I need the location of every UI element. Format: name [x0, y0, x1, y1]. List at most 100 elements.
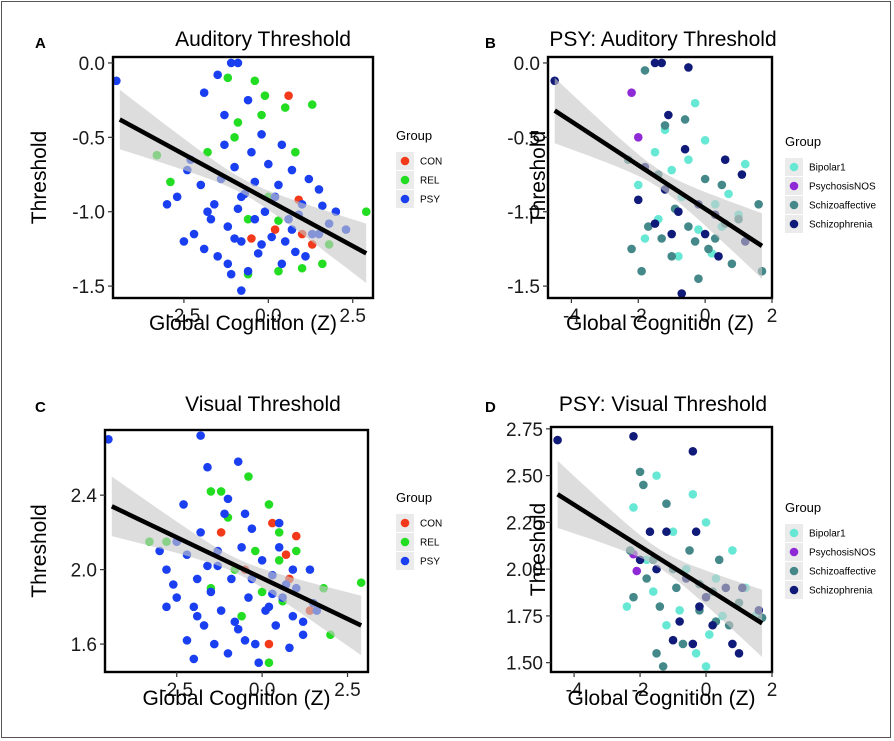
legend-label: CON: [420, 157, 442, 168]
y-tick-label: 2.4: [71, 486, 98, 507]
legend-key-con: [400, 518, 410, 528]
x-tick-label: -2: [630, 306, 647, 327]
data-point: [657, 58, 666, 68]
legend-key-con: [400, 156, 410, 166]
legend-title: Group: [396, 490, 432, 505]
data-point: [724, 189, 733, 199]
data-point: [203, 561, 212, 571]
data-point: [652, 471, 661, 480]
x-tick-label: 2.5: [334, 680, 360, 701]
data-point: [209, 199, 219, 209]
panel-letter: C: [35, 399, 46, 416]
legend-label: Schizoaffective: [809, 201, 877, 212]
data-point: [304, 174, 314, 184]
x-tick-label: -2.5: [168, 306, 201, 327]
data-point: [230, 617, 240, 627]
x-axis-label: Global Cognition (Z): [143, 687, 331, 710]
data-point: [658, 662, 668, 671]
regression-line: [110, 504, 363, 628]
legend-label: Schizophrenia: [809, 586, 873, 597]
data-point: [633, 133, 643, 142]
data-point: [356, 578, 366, 587]
data-point: [209, 639, 219, 649]
chart-title: Visual Threshold: [185, 393, 341, 416]
data-point: [650, 219, 660, 228]
legend: Group Bipolar1 PsychosisNOS Schizoaffective…: [785, 500, 877, 599]
data-point: [226, 58, 236, 68]
data-point: [247, 147, 256, 157]
x-tick-label: -4: [566, 680, 583, 701]
y-tick-label: -1.0: [507, 203, 540, 224]
data-point: [162, 565, 171, 574]
data-point: [250, 76, 260, 86]
data-point: [680, 144, 690, 154]
plot-area: [553, 432, 767, 671]
y-axis-label: Threshold: [527, 131, 550, 224]
x-axis-label: Global Cognition (Z): [568, 687, 756, 710]
data-point: [223, 494, 233, 504]
x-tick-label: 2: [767, 680, 778, 701]
data-point: [684, 155, 693, 164]
legend-key-bipolar1: [789, 528, 799, 538]
data-point: [645, 527, 655, 537]
data-point: [257, 587, 267, 597]
data-point: [216, 528, 226, 537]
data-point: [196, 180, 206, 190]
data-point: [260, 91, 270, 100]
data-point: [652, 648, 661, 658]
data-point: [162, 602, 171, 612]
legend-label: PSY: [420, 195, 440, 206]
data-point: [268, 518, 277, 528]
data-point: [220, 140, 229, 150]
data-point: [274, 266, 283, 276]
data-point: [237, 286, 246, 295]
plot-border: [103, 428, 370, 674]
data-point: [172, 593, 182, 602]
y-tick-label: 0.0: [79, 54, 105, 75]
data-point: [267, 232, 277, 242]
data-point: [270, 225, 280, 234]
chart-title: PSY: Visual Threshold: [559, 393, 767, 416]
data-point: [213, 70, 222, 80]
data-point: [640, 66, 650, 75]
data-point: [237, 237, 246, 246]
data-point: [280, 237, 290, 246]
data-point: [182, 636, 192, 645]
data-point: [203, 462, 212, 472]
data-point: [627, 244, 636, 254]
y-tick-label: -1.5: [507, 277, 540, 298]
y-tick-label: 2.00: [506, 560, 543, 581]
x-tick-label: -2: [632, 680, 649, 701]
data-point: [230, 234, 239, 243]
data-point: [690, 237, 700, 246]
data-point: [704, 244, 713, 254]
data-point: [714, 252, 723, 261]
data-point: [675, 605, 684, 615]
data-point: [233, 624, 243, 634]
panel-letter: D: [485, 399, 496, 416]
series-psychosisnos: [627, 88, 643, 142]
data-point: [734, 648, 744, 658]
plot-border: [111, 55, 375, 300]
data-point: [318, 201, 327, 211]
data-point: [189, 654, 199, 664]
data-point: [662, 620, 671, 630]
data-point: [640, 234, 650, 243]
data-point: [728, 546, 737, 555]
data-point: [627, 88, 636, 98]
data-point: [240, 636, 250, 645]
data-point: [728, 639, 737, 649]
legend-label: REL: [420, 176, 440, 187]
data-point: [223, 649, 233, 658]
data-point: [220, 509, 229, 519]
data-point: [233, 118, 243, 127]
data-point: [690, 98, 700, 108]
data-point: [206, 587, 216, 597]
data-point: [737, 170, 747, 179]
data-point: [677, 289, 687, 298]
plot-border: [549, 425, 774, 674]
data-point: [678, 639, 688, 649]
data-point: [643, 222, 653, 231]
legend-label: PsychosisNOS: [809, 548, 876, 559]
data-point: [553, 435, 562, 445]
